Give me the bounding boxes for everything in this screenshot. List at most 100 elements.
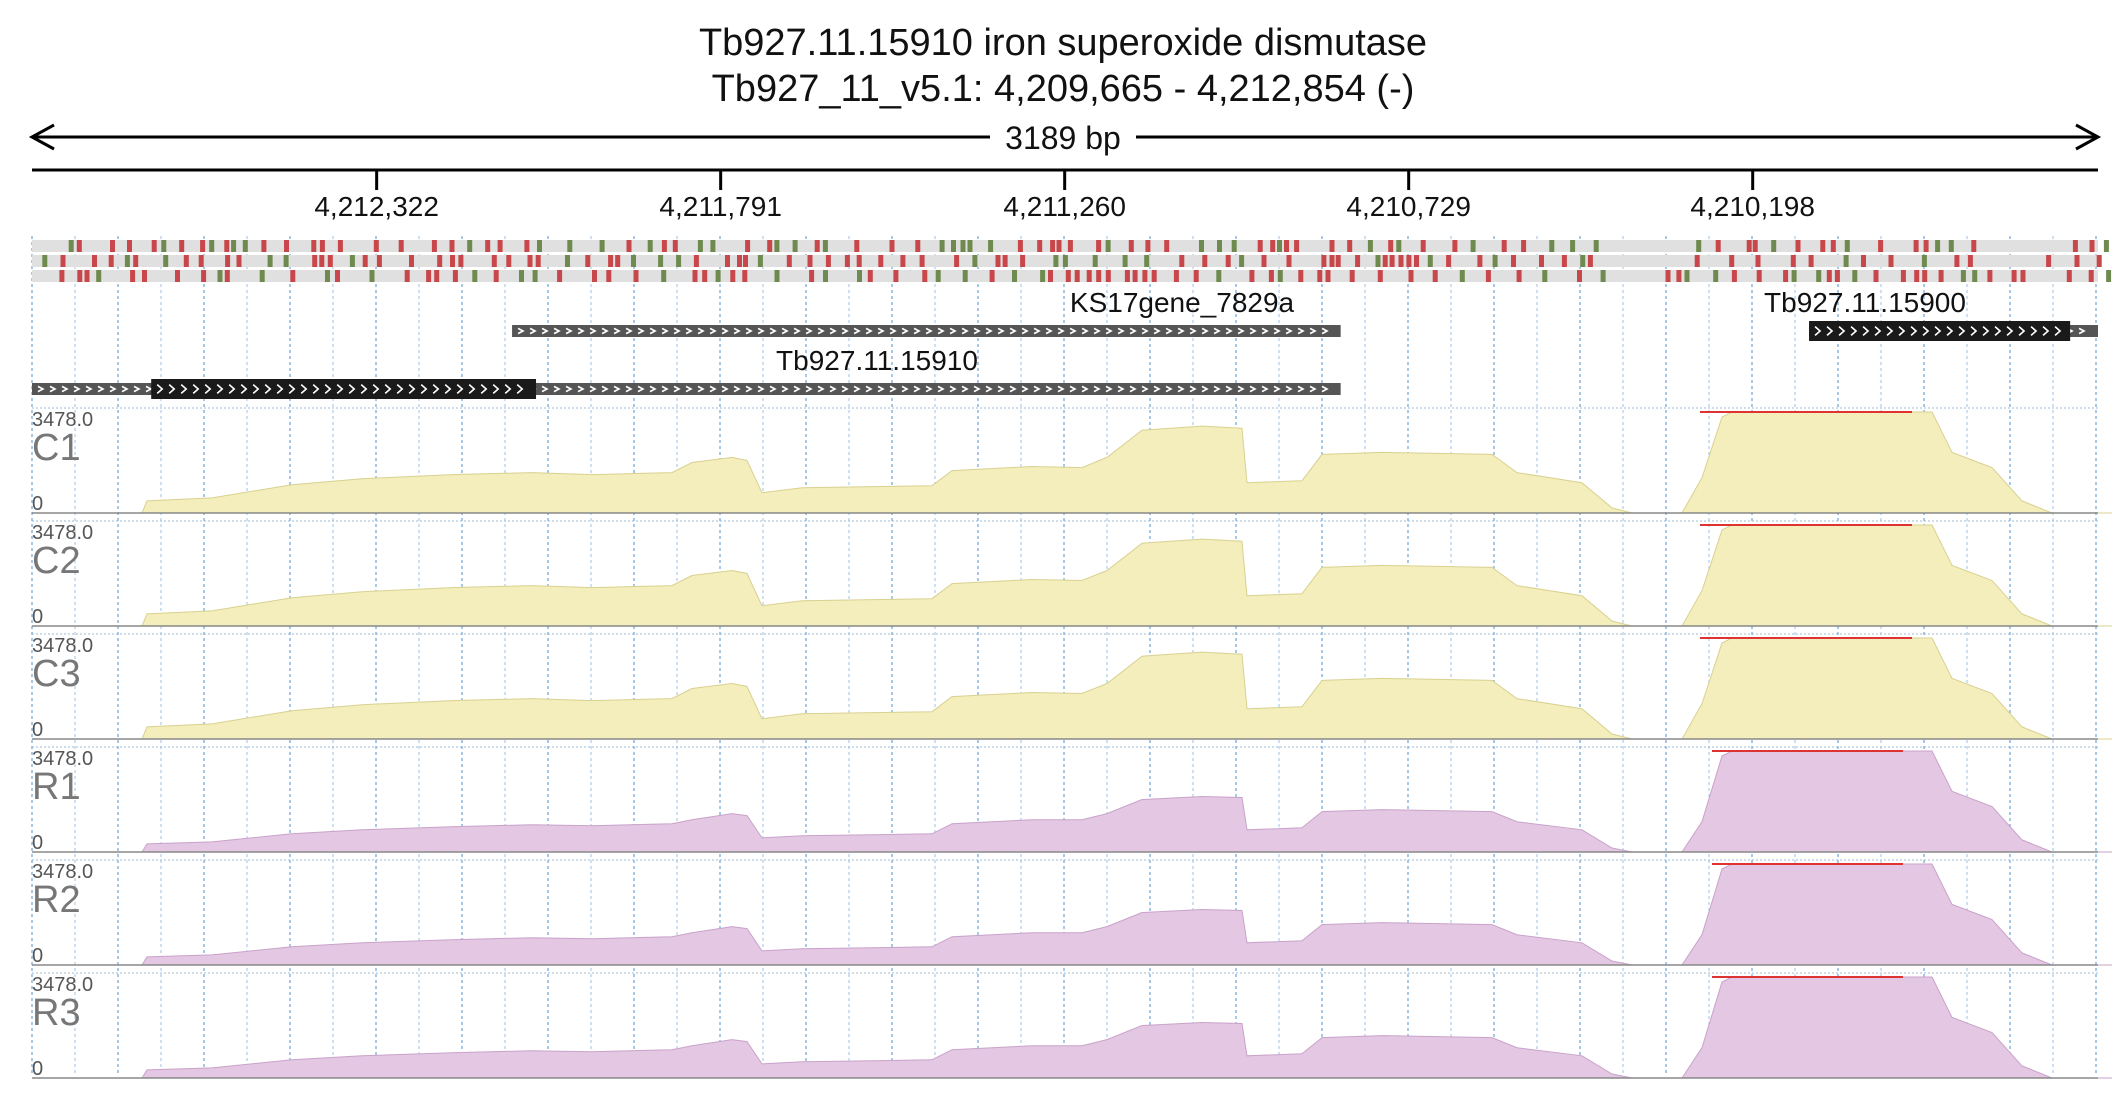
strand-chevron xyxy=(721,385,729,393)
strand-chevron xyxy=(121,385,129,393)
strand-chevron xyxy=(949,385,957,393)
strand-chevron xyxy=(541,327,549,335)
variant-mark xyxy=(825,255,831,267)
strand-chevron xyxy=(541,385,549,393)
variant-mark xyxy=(1954,255,1960,267)
strand-chevron xyxy=(1189,385,1197,393)
variant-mark xyxy=(988,240,994,252)
coverage-area xyxy=(32,750,2112,853)
variant-mark xyxy=(767,240,773,252)
coverage-area xyxy=(32,411,2112,514)
variant-mark xyxy=(658,255,664,267)
strand-chevron xyxy=(529,327,537,335)
strand-chevron xyxy=(432,383,440,395)
strand-chevron xyxy=(769,327,777,335)
strand-chevron xyxy=(168,383,176,395)
variant-mark xyxy=(225,255,231,267)
gene-track: KS17gene_7829a Tb927.11.15900 Tb927.11.159… xyxy=(32,287,2098,399)
strand-chevron xyxy=(1057,385,1065,393)
ruler: 4,212,322 4,211,791 4,211,260 4,210,729 4,21… xyxy=(32,168,2098,222)
track-min-label: 0 xyxy=(32,606,43,628)
variant-mark xyxy=(1012,270,1017,282)
variant-mark xyxy=(854,240,860,252)
variant-mark xyxy=(2020,270,2026,282)
strand-chevron xyxy=(360,383,368,395)
variant-mark xyxy=(935,270,941,282)
variant-mark xyxy=(1382,255,1388,267)
variant-mark xyxy=(889,240,895,252)
strand-chevron xyxy=(649,327,657,335)
strand-chevron xyxy=(300,383,308,395)
strand-chevron xyxy=(85,385,93,393)
strand-chevron xyxy=(1922,325,1930,337)
variant-mark xyxy=(231,240,237,252)
variant-mark xyxy=(506,255,512,267)
variant-mark xyxy=(757,255,763,267)
strand-chevron xyxy=(1886,325,1894,337)
strand-chevron xyxy=(1273,327,1281,335)
variant-mark xyxy=(527,255,533,267)
strand-chevron xyxy=(865,385,873,393)
variant-mark xyxy=(1053,255,1059,267)
ruler-tick-label: 4,212,322 xyxy=(314,191,439,222)
variant-mark xyxy=(491,255,497,267)
strand-chevron xyxy=(2018,325,2026,337)
variant-mark xyxy=(672,240,678,252)
variant-mark xyxy=(437,255,443,267)
variant-mark xyxy=(951,240,956,252)
variant-mark xyxy=(1729,255,1735,267)
strand-chevron xyxy=(192,383,200,395)
variant-mark xyxy=(1286,255,1292,267)
strand-chevron xyxy=(985,385,993,393)
strand-chevron xyxy=(1033,385,1041,393)
variant-mark xyxy=(1452,240,1458,252)
strand-chevron xyxy=(697,385,705,393)
variant-mark xyxy=(1389,255,1395,267)
gridlines xyxy=(31,236,2097,1076)
variant-mark xyxy=(661,240,667,252)
strand-chevron xyxy=(769,385,777,393)
track-c1: 3478.0C1 0 xyxy=(32,407,2112,515)
strand-chevron xyxy=(372,383,380,395)
variant-mark xyxy=(1367,240,1373,252)
strand-chevron xyxy=(781,327,789,335)
strand-chevron xyxy=(1141,327,1149,335)
variant-mark xyxy=(867,270,873,282)
gene-label: KS17gene_7829a xyxy=(1070,287,1295,318)
strand-chevron xyxy=(913,327,921,335)
variant-mark xyxy=(1521,240,1527,252)
strand-chevron xyxy=(396,383,404,395)
coverage-area xyxy=(32,863,2112,966)
variant-mark xyxy=(1414,255,1419,267)
variant-mark xyxy=(2089,240,2095,252)
variant-mark xyxy=(84,270,90,282)
strand-chevron xyxy=(1814,325,1822,337)
track-name: C3 xyxy=(32,653,81,695)
variant-mark xyxy=(626,240,632,252)
variant-mark xyxy=(1731,270,1737,282)
gene-label: Tb927.11.15900 xyxy=(1764,287,1966,318)
variant-mark xyxy=(1843,255,1849,267)
variant-mark xyxy=(1783,270,1789,282)
strand-chevron xyxy=(877,327,885,335)
variant-mark xyxy=(1065,270,1071,282)
gene-label: Tb927.11.15910 xyxy=(776,345,978,376)
variant-mark xyxy=(1921,255,1927,267)
variant-mark xyxy=(1420,240,1426,252)
variant-mark xyxy=(179,240,185,252)
variant-mark xyxy=(900,255,906,267)
coverage-tracks: 3478.0C103478.0C203478.0C303478.0R103478… xyxy=(32,407,2112,1080)
variant-mark xyxy=(725,255,730,267)
track-max-label: 3478.0 xyxy=(32,522,93,544)
variant-mark xyxy=(1967,255,1973,267)
strand-chevron xyxy=(420,383,428,395)
variant-mark xyxy=(76,240,82,252)
variant-mark xyxy=(493,270,499,282)
variant-mark xyxy=(224,270,230,282)
strand-chevron xyxy=(324,383,332,395)
variant-mark xyxy=(608,255,614,267)
strand-chevron xyxy=(1958,325,1966,337)
variant-mark xyxy=(335,270,340,282)
variant-mark xyxy=(1752,240,1758,252)
variant-mark xyxy=(142,270,147,282)
